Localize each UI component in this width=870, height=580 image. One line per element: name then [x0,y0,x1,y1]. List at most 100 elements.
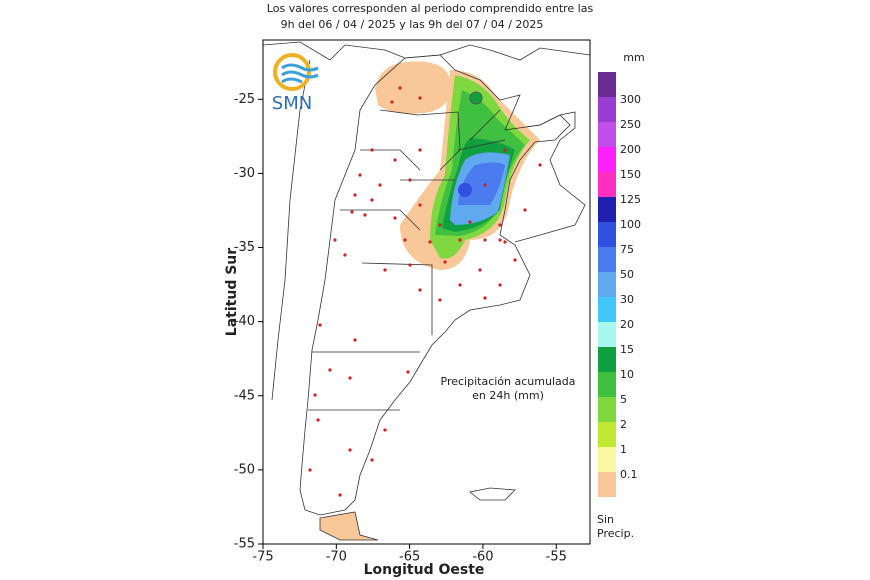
legend-label: 50 [620,268,634,281]
legend-label: 300 [620,93,641,106]
x-tick-label: -75 [252,550,273,565]
station [483,183,487,187]
station [383,428,387,432]
station [438,298,442,302]
logo-text: SMN [272,93,312,114]
legend-swatch [598,472,616,497]
legend-swatch [598,222,616,247]
station [343,253,347,257]
station [406,370,410,374]
precip-areas [375,61,540,270]
legend-swatch [598,247,616,272]
legend-swatch [598,197,616,222]
legend-swatch [598,272,616,297]
legend-swatch [598,97,616,122]
station [443,260,447,264]
no-precip-label: Precip. [597,527,634,540]
station [308,468,312,472]
station [328,368,332,372]
legend-label: 0.1 [620,468,638,481]
legend-label: 1 [620,443,627,456]
legend-swatch [598,147,616,172]
y-tick-label: -35 [234,240,255,255]
station [498,238,502,242]
legend-label: 125 [620,193,641,206]
station [523,208,527,212]
station [370,148,374,152]
x-tick-label: -70 [326,550,347,565]
no-precip-label: Sin [597,513,614,526]
legend-label: 200 [620,143,641,156]
x-tick-label: -60 [472,550,493,565]
logo: SMN [272,53,319,114]
station [498,283,502,287]
legend-label: 10 [620,368,634,381]
station [418,288,422,292]
legend-label: 75 [620,243,634,256]
station [353,338,357,342]
legend-unit: mm [623,51,644,64]
legend-label: 150 [620,168,641,181]
country-outline [299,54,571,541]
station [370,458,374,462]
station [428,240,432,244]
station [483,238,487,242]
legend-label: 5 [620,393,627,406]
station [503,148,507,152]
legend-swatch [598,122,616,147]
station [353,193,357,197]
station [316,418,320,422]
station [418,148,422,152]
legend-swatch [598,347,616,372]
station [393,158,397,162]
station [358,173,362,177]
station [408,263,412,267]
y-tick-label: -45 [234,388,255,403]
station [513,258,517,262]
x-tick-label: -65 [399,550,420,565]
station [348,376,352,380]
legend-label: 250 [620,118,641,131]
y-axis-label: Latitud Sur [224,248,240,336]
station [350,210,354,214]
station [398,86,402,90]
legend-swatch [598,322,616,347]
station [390,100,394,104]
legend-swatch [598,172,616,197]
y-tick-label: -40 [234,314,255,329]
legend-label: 2 [620,418,627,431]
y-tick-label: -25 [234,92,255,107]
station [370,198,374,202]
legend-swatch [598,447,616,472]
header-line: 9h del 06 / 04 / 2025 y las 9h del 07 / … [281,18,544,31]
y-tick-label: -55 [234,537,255,552]
station [503,240,507,244]
station [348,448,352,452]
map-frame [262,39,591,545]
y-tick-label: -50 [234,462,255,477]
weather-stations [308,86,542,497]
station [338,493,342,497]
legend-label: 100 [620,218,641,231]
legend-swatch [598,422,616,447]
station [483,296,487,300]
legend-label: 20 [620,318,634,331]
station [318,323,322,327]
station [378,183,382,187]
station [418,96,422,100]
station [458,283,462,287]
legend-swatch [598,72,616,97]
legend-swatch [598,397,616,422]
station [498,223,502,227]
legend-label: 30 [620,293,634,306]
station [403,238,407,242]
station [538,163,542,167]
station [458,238,462,242]
station [418,203,422,207]
station [333,238,337,242]
annotation: Precipitación acumulada [441,375,576,388]
station [313,393,317,397]
station [393,216,397,220]
station [468,220,472,224]
